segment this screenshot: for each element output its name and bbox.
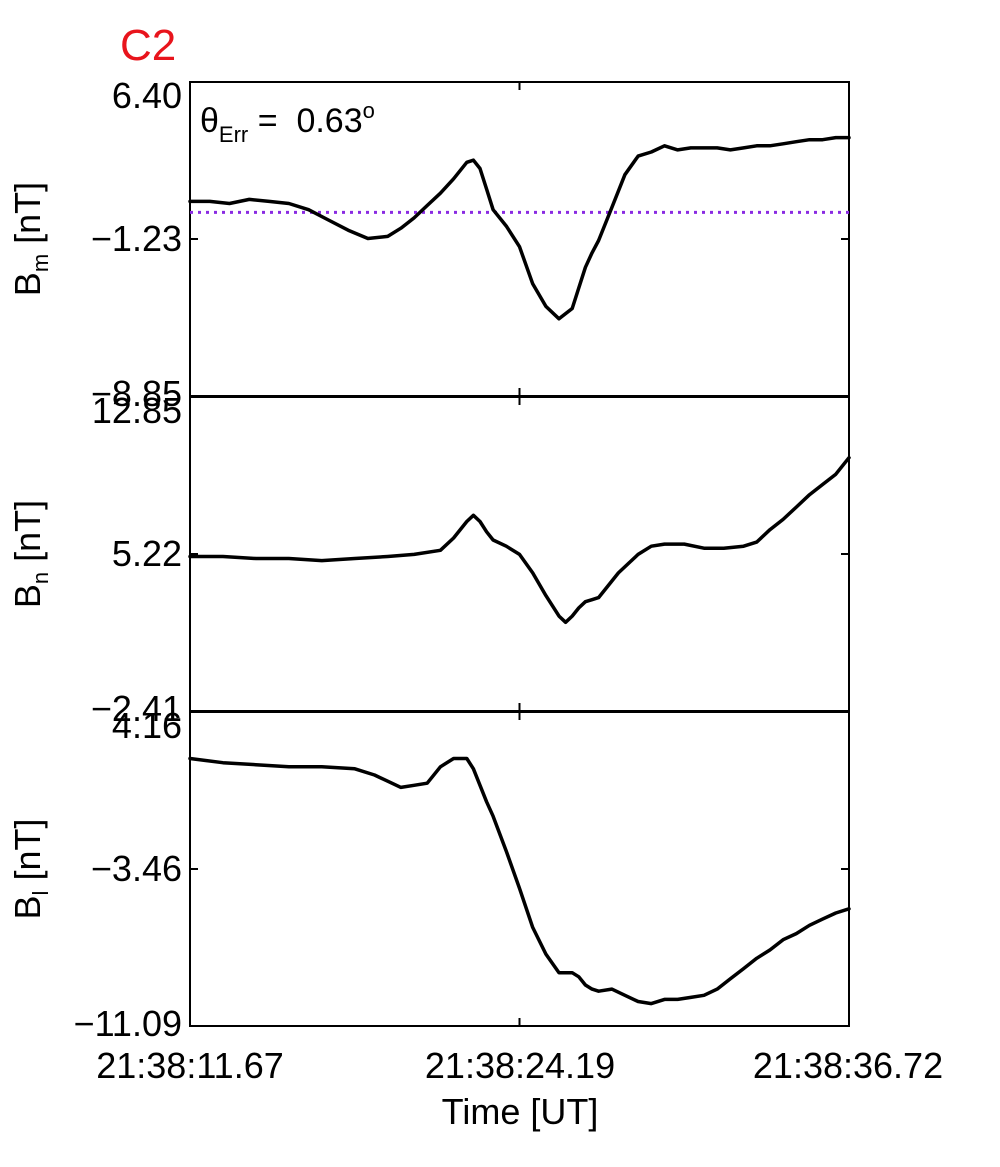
theta-value: 0.63 bbox=[296, 102, 362, 140]
bl-y-axis-label-sub: l bbox=[28, 891, 53, 896]
bn-y-tick-label: −2.41 bbox=[91, 688, 182, 729]
theta-symbol: θ bbox=[200, 102, 219, 140]
x-tick-label-mid: 21:38:24.19 bbox=[425, 1045, 615, 1086]
bn-y-axis-label-sub: n bbox=[28, 572, 53, 584]
bl-y-axis-label-main: B bbox=[7, 895, 48, 919]
bm-y-axis-label-main: B bbox=[7, 272, 48, 296]
bl-y-tick-label: −11.09 bbox=[74, 1003, 182, 1044]
bl-y-tick-label: −3.46 bbox=[91, 848, 182, 889]
x-axis-label: Time [UT] bbox=[442, 1091, 599, 1132]
error-angle-annotation: θErr = 0.63o bbox=[200, 98, 375, 147]
bl-series-line bbox=[188, 756, 851, 1006]
bl-panel: 4.16 −3.46 −11.09 Bl [nT] bbox=[7, 705, 851, 1044]
bm-y-axis-label-sub: m bbox=[28, 254, 53, 272]
bn-y-axis-label-main: B bbox=[7, 584, 48, 608]
bm-y-tick-label: −1.23 bbox=[91, 218, 182, 259]
theta-degree: o bbox=[363, 98, 375, 123]
bn-y-tick-label: 5.22 bbox=[112, 533, 182, 574]
x-tick-label-start: 21:38:11.67 bbox=[96, 1045, 284, 1086]
bn-y-tick-label: 12.85 bbox=[92, 390, 182, 431]
bn-y-axis-label: Bn [nT] bbox=[7, 500, 53, 608]
bl-y-axis-label: Bl [nT] bbox=[7, 819, 53, 920]
bm-y-axis-label: Bm [nT] bbox=[7, 182, 53, 296]
figure-label: C2 bbox=[120, 21, 176, 70]
x-tick-label-end: 21:38:36.72 bbox=[753, 1045, 943, 1086]
bm-y-tick-label: −8.85 bbox=[91, 373, 182, 414]
bm-y-axis-label-unit: [nT] bbox=[7, 182, 48, 254]
bl-plot-frame bbox=[189, 711, 850, 1027]
bn-panel: 12.85 5.22 −2.41 Bn [nT] bbox=[7, 390, 851, 729]
bn-y-axis-label-unit: [nT] bbox=[7, 500, 48, 572]
bm-series-line bbox=[188, 135, 851, 321]
theta-subscript: Err bbox=[219, 122, 248, 147]
bm-panel: 6.40 −1.23 −8.85 Bm [nT] bbox=[7, 75, 851, 414]
bm-y-tick-label: 6.40 bbox=[112, 75, 182, 116]
bl-y-axis-label-unit: [nT] bbox=[7, 819, 48, 891]
theta-equals: = bbox=[248, 102, 296, 140]
bl-y-tick-label: 4.16 bbox=[112, 705, 182, 746]
bn-series-line bbox=[188, 455, 851, 625]
